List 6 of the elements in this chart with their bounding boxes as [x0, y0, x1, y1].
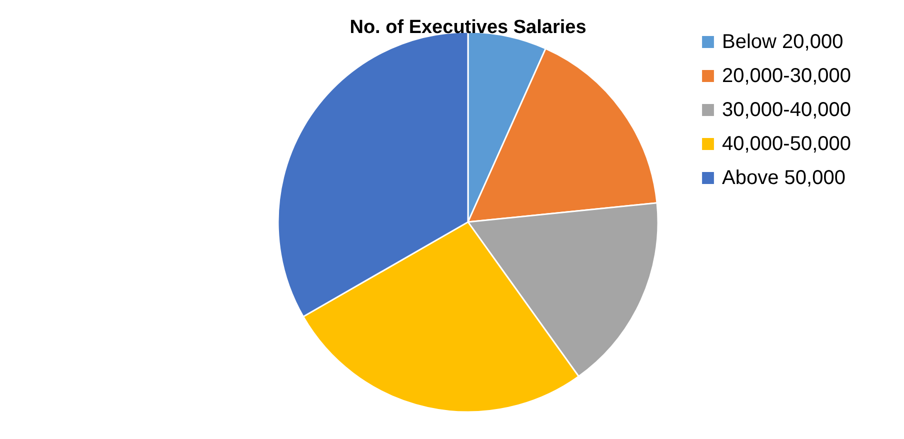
legend-label: 40,000-50,000 — [722, 133, 852, 155]
legend-label: 30,000-40,000 — [722, 99, 852, 121]
legend-label: Below 20,000 — [722, 31, 844, 53]
chart-title: No. of Executives Salaries — [350, 17, 586, 38]
legend-label: Above 50,000 — [722, 167, 846, 189]
legend-label: 20,000-30,000 — [722, 65, 852, 87]
